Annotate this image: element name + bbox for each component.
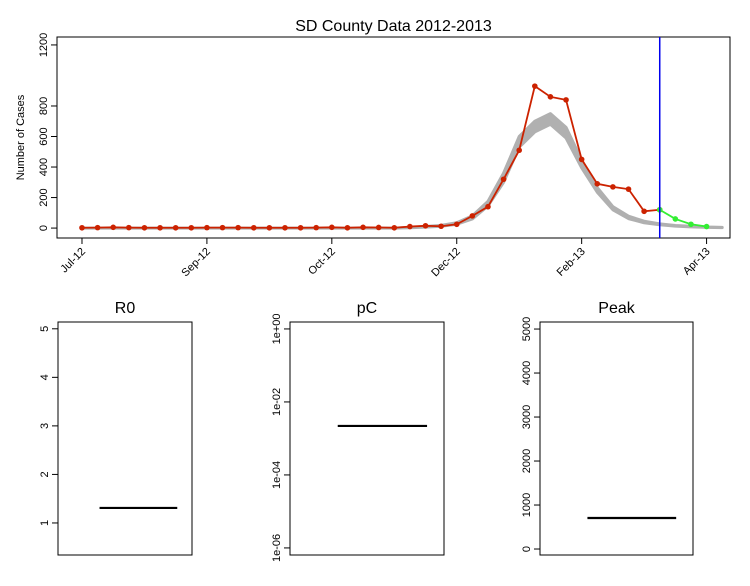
- y-tick-label: 5: [39, 326, 51, 332]
- plot-frame: [57, 321, 193, 556]
- data-point: [500, 176, 507, 183]
- data-point: [110, 224, 117, 231]
- y-tick-label: 1200: [38, 33, 50, 57]
- y-tick-label: 600: [38, 127, 50, 145]
- y-tick-label: 2: [39, 471, 51, 477]
- data-point: [438, 223, 444, 230]
- plot-frame: [539, 321, 694, 556]
- data-point: [344, 224, 351, 231]
- y-tick-label: 4: [39, 374, 51, 380]
- data-point: [297, 224, 304, 231]
- panel-title: R0: [115, 300, 136, 317]
- y-tick-label: 1e+00: [271, 313, 283, 344]
- data-point: [688, 221, 694, 228]
- y-tick-label: 400: [38, 158, 50, 176]
- data-point: [453, 221, 460, 228]
- data-point: [516, 147, 522, 154]
- y-tick-label: 5000: [521, 317, 533, 341]
- x-tick-label: Feb-13: [555, 246, 588, 279]
- data-point: [641, 208, 647, 215]
- data-point: [172, 224, 179, 231]
- data-point: [578, 156, 585, 163]
- x-tick-label: Apr-13: [681, 246, 713, 278]
- data-point: [703, 223, 710, 230]
- data-point: [594, 181, 601, 187]
- data-point: [313, 224, 320, 231]
- data-point: [188, 224, 195, 231]
- panel-title: Peak: [598, 300, 635, 317]
- data-point: [563, 97, 569, 103]
- y-tick-label: 200: [38, 188, 50, 206]
- y-tick-label: 1e-04: [271, 461, 283, 489]
- y-tick-label: 4000: [521, 361, 533, 385]
- data-point: [422, 222, 429, 229]
- data-point: [250, 224, 257, 231]
- data-point: [157, 224, 163, 231]
- data-point: [282, 224, 288, 231]
- x-tick-label: Oct-12: [306, 246, 338, 278]
- data-point: [672, 216, 679, 222]
- data-point: [141, 224, 148, 231]
- data-point: [204, 224, 210, 231]
- data-point: [625, 186, 632, 192]
- x-tick-label: Dec-12: [429, 246, 463, 280]
- data-point: [407, 223, 413, 230]
- y-tick-label: 0: [521, 546, 533, 552]
- x-tick-label: Jul-12: [58, 246, 88, 276]
- y-tick-label: 1e-06: [271, 534, 283, 562]
- data-point: [219, 224, 226, 231]
- data-point: [391, 224, 398, 231]
- y-tick-label: 1: [39, 520, 51, 526]
- x-tick-label: Sep-12: [179, 246, 213, 280]
- y-tick-label: 1000: [521, 493, 533, 517]
- data-point: [610, 184, 616, 190]
- data-point: [360, 224, 366, 231]
- data-point: [94, 224, 101, 231]
- data-point: [79, 224, 85, 231]
- y-tick-label: 1e-02: [271, 388, 283, 416]
- y-tick-label: 2000: [521, 449, 533, 473]
- data-point: [235, 224, 241, 231]
- model-band: [80, 112, 724, 230]
- y-tick-label: 3: [39, 423, 51, 429]
- data-point: [375, 224, 382, 231]
- plot-frame: [289, 321, 445, 556]
- data-point: [126, 224, 132, 231]
- data-point: [266, 224, 273, 231]
- series-line: [81, 84, 660, 229]
- data-point: [329, 224, 335, 231]
- panel-title: pC: [357, 300, 377, 317]
- y-tick-label: 800: [38, 97, 50, 115]
- y-axis-label: Number of Cases: [15, 94, 27, 180]
- plot-frame: [56, 36, 731, 239]
- data-point: [485, 203, 491, 210]
- data-point: [469, 213, 476, 219]
- y-tick-label: 3000: [521, 405, 533, 429]
- data-point: [547, 94, 554, 100]
- y-tick-label: 0: [38, 225, 50, 231]
- series-line: [659, 208, 707, 228]
- chart-title: SD County Data 2012-2013: [295, 18, 492, 35]
- data-point: [532, 83, 538, 89]
